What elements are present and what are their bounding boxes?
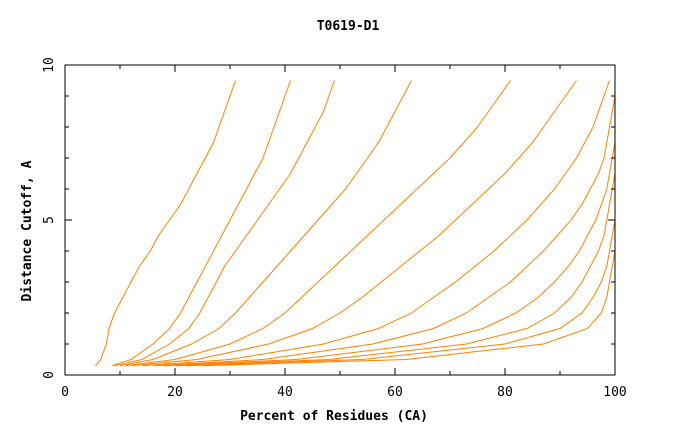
x-tick-label: 20 <box>167 385 183 400</box>
tick-layer: 0 20 40 60 80 100 0 5 10 <box>42 57 627 400</box>
series-line-12 <box>202 80 616 367</box>
series-line-7 <box>141 80 610 367</box>
plot-frame <box>64 64 616 376</box>
x-tick-label: 0 <box>61 385 69 400</box>
chart-title: T0619-D1 <box>317 19 380 34</box>
series-line-1 <box>94 80 236 367</box>
y-tick-label: 5 <box>42 216 57 224</box>
series-line-4 <box>119 80 412 367</box>
series-line-3 <box>114 80 335 367</box>
y-tick-label: 10 <box>42 57 57 73</box>
x-tick-label: 100 <box>603 385 626 400</box>
series-line-5 <box>125 80 511 367</box>
y-axis-label: Distance Cutoff, A <box>20 160 35 301</box>
series-line-2 <box>111 80 291 367</box>
series-layer <box>94 80 616 367</box>
series-line-10 <box>174 80 616 367</box>
series-line-11 <box>185 80 616 367</box>
x-tick-label: 60 <box>387 385 403 400</box>
series-line-6 <box>130 80 577 367</box>
series-line-8 <box>152 80 616 367</box>
y-tick-label: 0 <box>42 371 57 379</box>
x-tick-label: 40 <box>277 385 293 400</box>
x-axis-label: Percent of Residues (CA) <box>240 409 428 424</box>
x-tick-label: 80 <box>497 385 513 400</box>
